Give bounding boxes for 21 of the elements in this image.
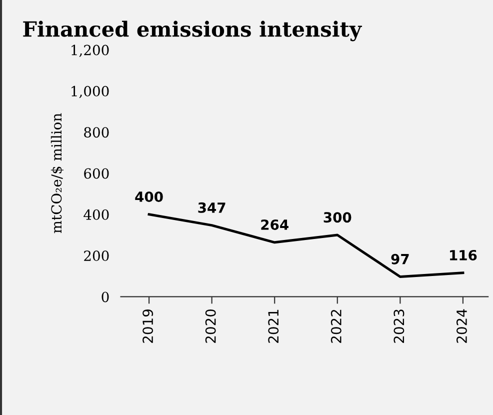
y-tick-label: 200 — [84, 250, 109, 262]
y-tick-label: 400 — [84, 209, 109, 220]
data-label: 400 — [135, 192, 163, 202]
y-axis-title: mtCO₂e/$ million — [50, 113, 64, 234]
data-label: 300 — [324, 212, 352, 223]
x-tick-label: 2021 — [268, 310, 279, 343]
x-tick-label: 2019 — [142, 310, 154, 343]
y-tick-label: 800 — [84, 127, 109, 138]
x-tick-label: 2022 — [330, 310, 342, 343]
chart-title: Financed emissions intensity — [23, 20, 362, 42]
y-tick-label: 1,000 — [72, 86, 109, 98]
y-tick-label: 0 — [102, 292, 109, 302]
x-tick-label: 2023 — [394, 310, 404, 343]
y-tick-label: 1,200 — [72, 44, 109, 57]
data-label: 264 — [261, 219, 288, 230]
y-tick-label: 600 — [84, 168, 109, 179]
x-tick-label: 2020 — [205, 309, 216, 343]
data-label: 97 — [391, 254, 409, 264]
x-tick-label: 2024 — [456, 309, 467, 343]
data-label: 347 — [198, 202, 226, 213]
data-label: 116 — [450, 250, 477, 260]
